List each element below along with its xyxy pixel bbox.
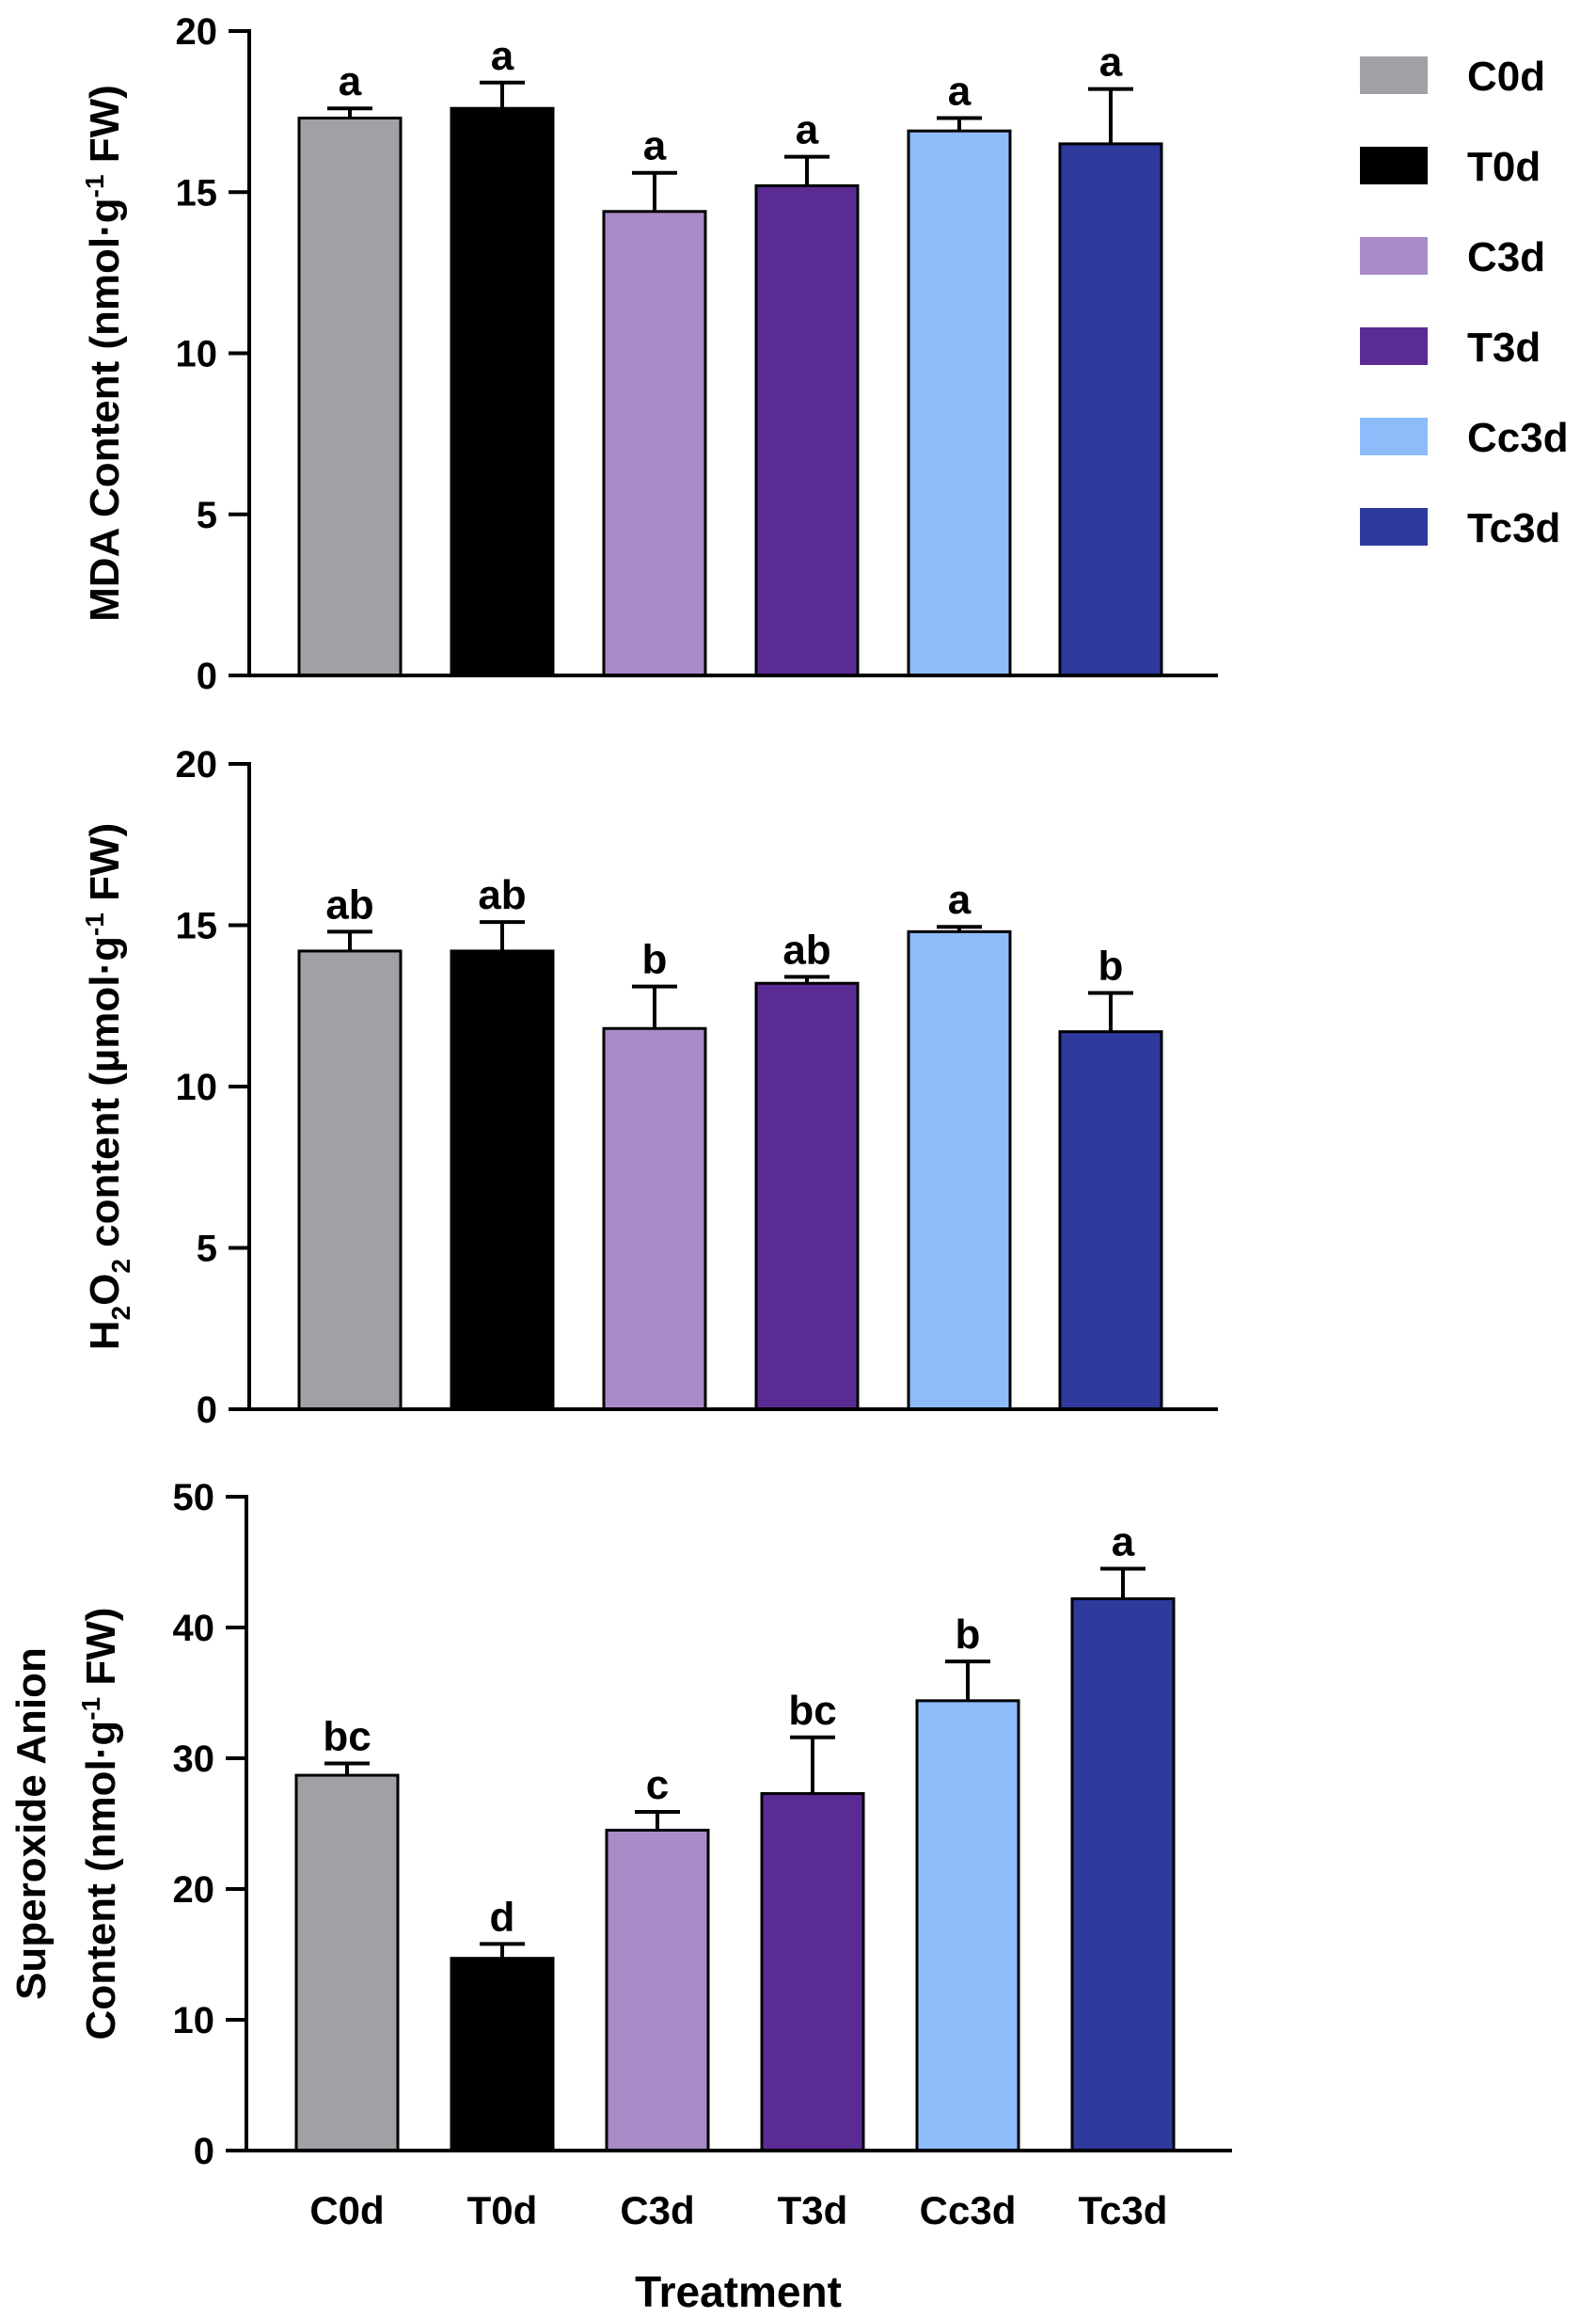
bar-t0d — [450, 106, 555, 677]
significance-label: a — [491, 33, 514, 79]
significance-label: b — [956, 1611, 981, 1658]
axis-title-part: FW) — [82, 85, 128, 174]
bar-t0d — [450, 949, 555, 1411]
y-tick-label: 30 — [173, 1738, 215, 1780]
y-axis-title-line1: Superoxide Anion — [8, 1647, 55, 2000]
axis-title-part: FW) — [78, 1608, 124, 1697]
significance-label: a — [339, 58, 362, 104]
legend-swatch-t0d — [1360, 147, 1428, 184]
bar-c3d — [602, 210, 707, 677]
y-tick-label: 10 — [173, 2000, 215, 2041]
significance-label: bc — [788, 1688, 836, 1734]
y-tick-label: 20 — [176, 744, 218, 786]
y-tick-label: 15 — [176, 906, 218, 947]
bar-t3d — [760, 1792, 865, 2152]
significance-label: a — [948, 877, 972, 923]
legend: C0d T0d C3d T3d Cc3d Tc3d — [1360, 54, 1569, 551]
bar-cc3d — [907, 929, 1012, 1411]
bar-tc3d — [1070, 1596, 1176, 2152]
legend-swatch-c0d — [1360, 56, 1428, 94]
bar-cc3d — [907, 129, 1012, 677]
x-category-label: T0d — [467, 2188, 538, 2232]
legend-swatch-tc3d — [1360, 508, 1428, 546]
legend-label-c3d: C3d — [1467, 234, 1545, 280]
x-category-label: Cc3d — [920, 2188, 1017, 2232]
y-tick-label: 5 — [197, 495, 217, 536]
significance-label: b — [642, 937, 668, 983]
y-tick-label: 5 — [197, 1229, 217, 1270]
bar-c0d — [297, 116, 403, 677]
chart-panel-3: bc d c bc b a 0 10 20 30 40 50 Superoxide Anion Conte… — [8, 1477, 1232, 2316]
y-axis-title: H2O2 content (µmol·g-1 FW) — [80, 823, 135, 1350]
bar-c0d — [297, 949, 403, 1411]
chart-panel-1: a a a a a a 0 5 10 15 20 MDA Content (nmol·g-1 FW) — [80, 11, 1218, 697]
bar-t3d — [754, 981, 860, 1411]
y-tick-label: 0 — [197, 656, 217, 697]
y-tick-label: 0 — [194, 2131, 214, 2172]
x-category-label: T3d — [778, 2188, 848, 2232]
significance-label: a — [1099, 40, 1123, 86]
significance-label: a — [948, 68, 972, 114]
bar-cc3d — [915, 1699, 1020, 2152]
y-tick-label: 15 — [176, 172, 218, 214]
significance-label: b — [1098, 944, 1124, 990]
significance-label: ab — [325, 881, 373, 928]
bar-t0d — [450, 1957, 555, 2152]
significance-label: bc — [323, 1714, 371, 1760]
legend-swatch-t3d — [1360, 327, 1428, 365]
x-category-label: C3d — [620, 2188, 694, 2232]
legend-label-t0d: T0d — [1467, 144, 1541, 190]
significance-label: a — [643, 123, 667, 169]
legend-swatch-c3d — [1360, 237, 1428, 275]
legend-label-cc3d: Cc3d — [1467, 415, 1569, 461]
axis-title-part: Content (nmol·g — [78, 1721, 124, 2040]
legend-label-tc3d: Tc3d — [1467, 505, 1560, 551]
axis-title-part: 2 — [106, 1259, 135, 1274]
axis-title-part: 2 — [106, 1306, 135, 1321]
significance-label: a — [1112, 1518, 1135, 1564]
y-tick-label: 0 — [197, 1389, 217, 1431]
axis-title-part: O — [82, 1274, 128, 1306]
axis-title-part: -1 — [80, 913, 109, 936]
bar-c0d — [294, 1773, 400, 2152]
axis-title-part: FW) — [82, 823, 128, 913]
bar-tc3d — [1058, 142, 1163, 677]
bar-c3d — [602, 1026, 707, 1411]
y-axis-title: MDA Content (nmol·g-1 FW) — [80, 85, 128, 622]
y-tick-label: 40 — [173, 1608, 215, 1649]
axis-title-part: MDA Content (nmol·g — [82, 198, 128, 621]
x-category-label: Tc3d — [1079, 2188, 1168, 2232]
x-category-label: C0d — [309, 2188, 384, 2232]
axis-title-part: content (µmol·g — [82, 936, 128, 1259]
y-tick-label: 20 — [176, 11, 218, 53]
significance-label: d — [490, 1894, 515, 1940]
x-axis-title: Treatment — [635, 2267, 842, 2316]
y-tick-label: 10 — [176, 334, 218, 375]
axis-title-part: -1 — [76, 1697, 105, 1721]
bar-t3d — [754, 183, 860, 677]
axis-title-part: -1 — [80, 174, 109, 198]
y-tick-label: 10 — [176, 1067, 218, 1108]
legend-swatch-cc3d — [1360, 418, 1428, 455]
legend-label-t3d: T3d — [1467, 325, 1541, 371]
significance-label: ab — [478, 872, 526, 918]
significance-label: ab — [782, 927, 830, 973]
y-axis-title: Content (nmol·g-1 FW) — [76, 1608, 124, 2040]
y-tick-label: 20 — [173, 1869, 215, 1911]
significance-label: a — [796, 107, 819, 153]
bar-tc3d — [1058, 1030, 1163, 1411]
y-tick-label: 50 — [173, 1477, 215, 1518]
legend-label-c0d: C0d — [1467, 54, 1545, 100]
bar-c3d — [605, 1828, 710, 2152]
axis-title-part: H — [82, 1320, 128, 1350]
significance-label: c — [646, 1762, 669, 1808]
